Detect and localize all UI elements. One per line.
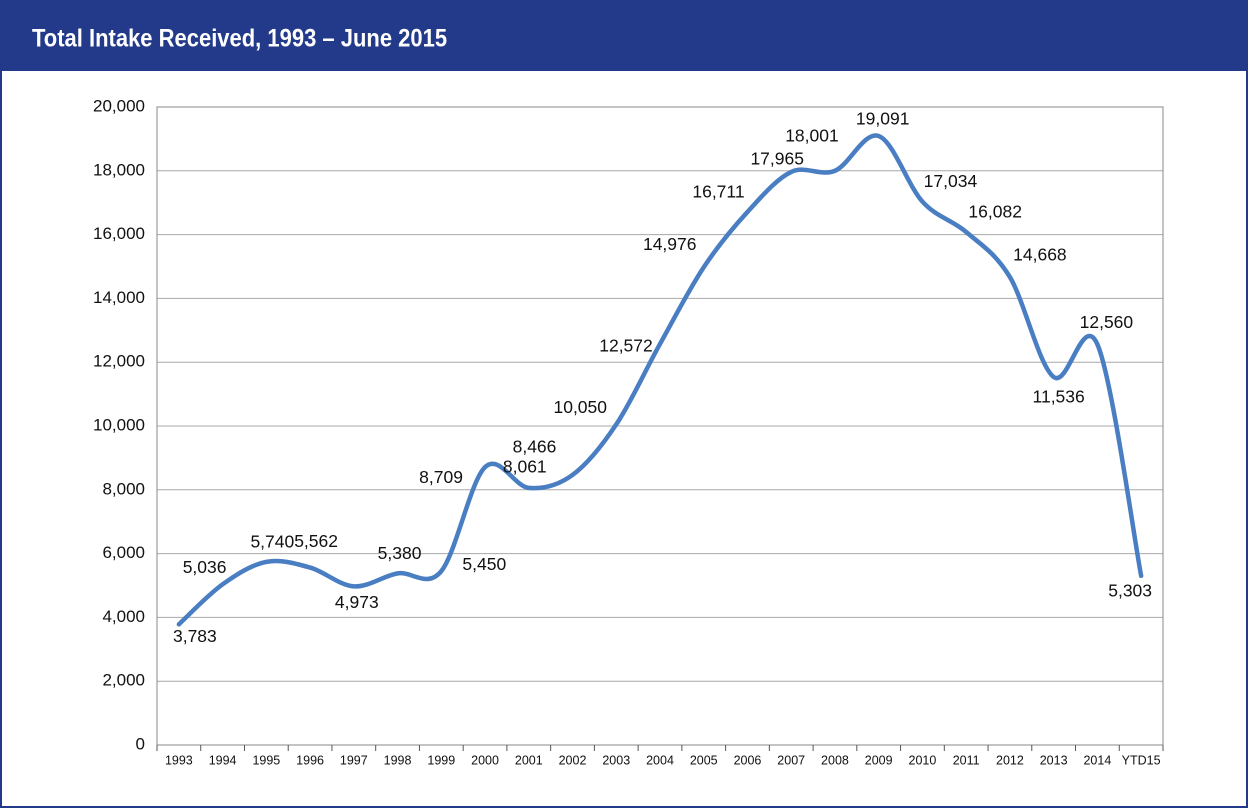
data-label: 18,001 <box>785 125 839 145</box>
data-label: 5,036 <box>183 557 227 577</box>
x-tick-label: 1998 <box>384 753 412 767</box>
x-tick-label: 2012 <box>996 753 1024 767</box>
x-tick-label: 2014 <box>1083 753 1111 767</box>
data-label: 16,082 <box>968 202 1022 222</box>
y-tick-label: 16,000 <box>93 224 145 243</box>
x-tick-label: 2010 <box>909 753 937 767</box>
x-tick-label: 1997 <box>340 753 368 767</box>
data-label: 3,783 <box>173 626 217 646</box>
y-tick-label: 20,000 <box>93 96 145 115</box>
data-label: 11,536 <box>1033 387 1085 407</box>
x-tick-label: 2007 <box>777 753 805 767</box>
page-border <box>0 69 1248 808</box>
x-tick-label: 2013 <box>1040 753 1068 767</box>
x-tick-label: 2011 <box>953 753 980 767</box>
data-label: 16,711 <box>692 182 744 202</box>
y-tick-label: 18,000 <box>93 160 145 179</box>
data-label: 8,709 <box>419 467 463 487</box>
data-label: 17,965 <box>750 149 804 169</box>
data-label: 17,034 <box>924 171 978 191</box>
x-tick-label: 1993 <box>165 753 193 767</box>
x-tick-label: 2009 <box>865 753 893 767</box>
y-tick-label: 10,000 <box>93 415 145 434</box>
y-tick-label: 8,000 <box>102 479 145 498</box>
x-tick-label: 2001 <box>515 753 543 767</box>
data-label: 12,572 <box>599 336 653 356</box>
x-tick-label: 1999 <box>427 753 455 767</box>
y-tick-label: 6,000 <box>102 543 145 562</box>
x-tick-label: 2006 <box>734 753 762 767</box>
x-tick-label: 2005 <box>690 753 718 767</box>
data-label: 5,740 <box>250 532 294 552</box>
data-label: 8,466 <box>513 437 557 457</box>
data-label: 4,973 <box>335 592 379 612</box>
data-line <box>176 133 1144 627</box>
x-tick-label: 2002 <box>559 753 587 767</box>
data-label: 12,560 <box>1080 312 1134 332</box>
x-tick-label: YTD15 <box>1122 753 1161 767</box>
data-label: 5,303 <box>1108 580 1152 600</box>
y-tick-label: 4,000 <box>102 607 145 626</box>
x-tick-label: 1996 <box>296 753 324 767</box>
data-label: 8,061 <box>503 456 547 476</box>
plot-border <box>156 106 1164 746</box>
data-label: 14,668 <box>1013 245 1067 265</box>
y-tick-label: 2,000 <box>102 671 145 690</box>
data-label: 5,450 <box>462 554 506 574</box>
data-label: 5,380 <box>378 543 422 563</box>
chart-title: Total Intake Received, 1993 – June 2015 <box>32 24 447 52</box>
data-label: 14,976 <box>643 234 697 254</box>
x-tick-label: 1994 <box>209 753 237 767</box>
x-tick-label: 2004 <box>646 753 674 767</box>
y-tick-label: 12,000 <box>93 352 145 371</box>
data-label: 10,050 <box>553 397 607 417</box>
x-tick-label: 2008 <box>821 753 849 767</box>
header-bar <box>0 0 1248 70</box>
x-tick-label: 2003 <box>602 753 630 767</box>
y-tick-label: 14,000 <box>93 288 145 307</box>
data-label: 5,562 <box>294 531 338 551</box>
data-label: 19,091 <box>856 109 910 129</box>
y-tick-label: 0 <box>136 734 145 753</box>
x-tick-label: 1995 <box>252 753 280 767</box>
x-tick-label: 2000 <box>471 753 499 767</box>
